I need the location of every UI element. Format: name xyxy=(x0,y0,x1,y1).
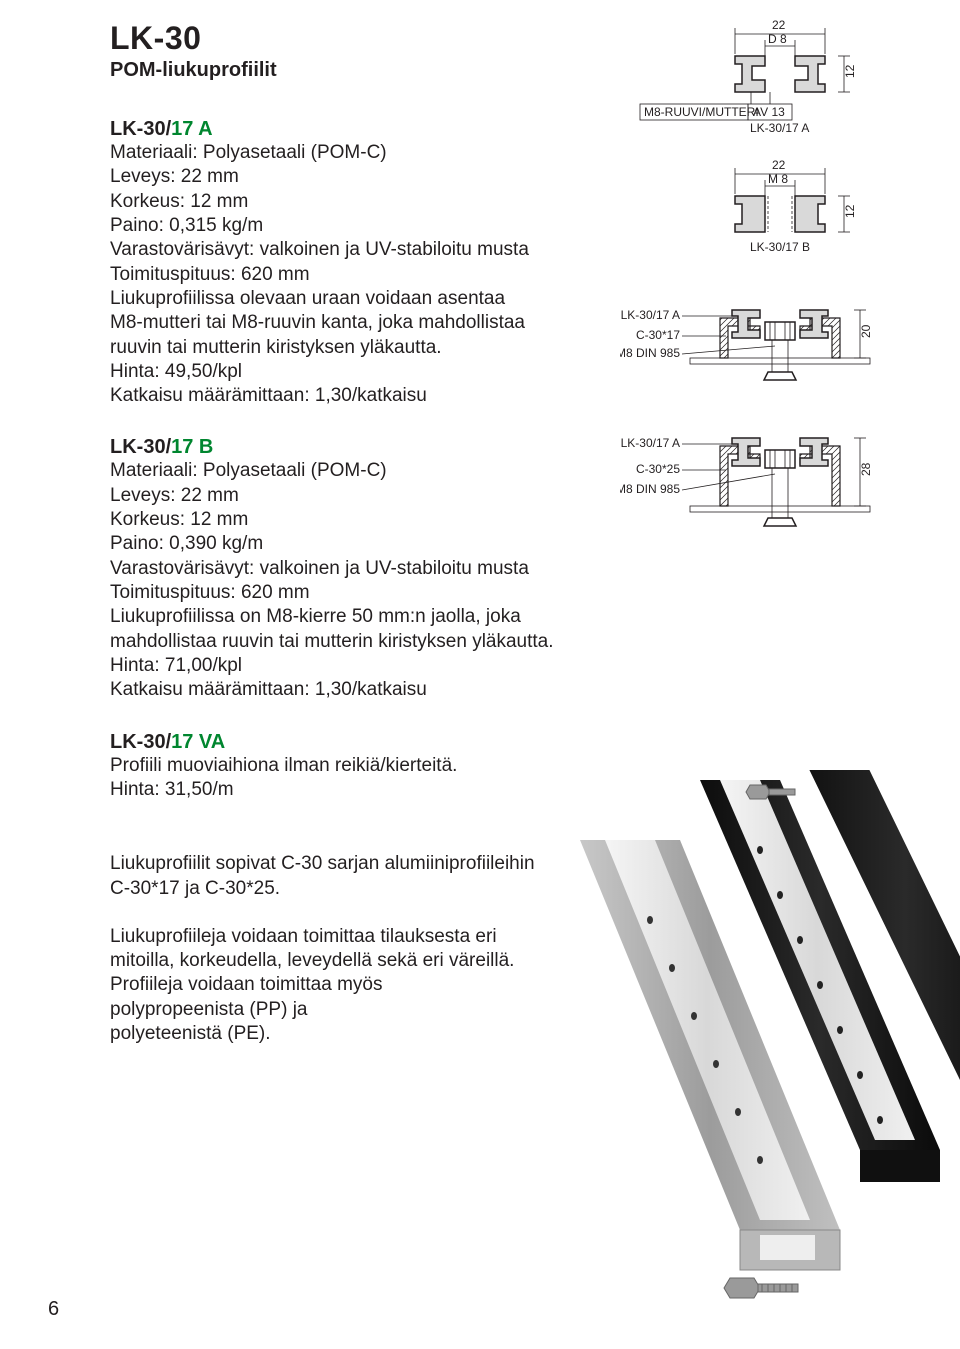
diagram-assembly-25: 28 LK-30/17 A C-30*25 M8 DIN 985 xyxy=(620,420,900,545)
section-lk30-17va: LK-30/17 VA Profiili muoviaihiona ilman … xyxy=(110,731,920,803)
label-l2: C-30*17 xyxy=(636,328,680,342)
spec-line: Hinta: 71,00/kpl xyxy=(110,654,920,678)
dim-m8: M 8 xyxy=(768,172,788,186)
section-title: LK-30/17 VA xyxy=(110,731,920,754)
compat-line: C-30*17 ja C-30*25. xyxy=(110,877,920,901)
page-number: 6 xyxy=(48,1298,59,1321)
dim-12: 12 xyxy=(843,204,857,218)
label-l1: LK-30/17 A xyxy=(621,308,680,322)
title-prefix: LK-30/ xyxy=(110,436,171,458)
delivery-note: Liukuprofiileja voidaan toimittaa tilauk… xyxy=(110,925,650,1047)
diagram-profile-a: 22 D 8 12 M8-RUUVI/MUTTERI AV 13 LK-30/1… xyxy=(620,14,900,134)
title-accent: 17 A xyxy=(171,118,213,140)
note-line: polypropeenista (PP) ja xyxy=(110,998,650,1022)
dim-22: 22 xyxy=(772,18,786,32)
label-av13: AV 13 xyxy=(753,105,785,119)
compat-line: Liukuprofiilit sopivat C-30 sarjan alumi… xyxy=(110,852,920,876)
label-name-b: LK-30/17 B xyxy=(750,240,810,254)
compatibility-note: Liukuprofiilit sopivat C-30 sarjan alumi… xyxy=(110,852,920,901)
spec-line: mahdollistaa ruuvin tai mutterin kiristy… xyxy=(110,630,920,654)
dim-28: 28 xyxy=(859,462,873,476)
title-prefix: LK-30/ xyxy=(110,118,171,140)
note-line: Profiileja voidaan toimittaa myös xyxy=(110,973,650,997)
note-line: polyeteenistä (PE). xyxy=(110,1022,650,1046)
note-line: Liukuprofiileja voidaan toimittaa tilauk… xyxy=(110,925,650,949)
spec-line: Profiili muoviaihiona ilman reikiä/kiert… xyxy=(110,754,920,778)
label-name-a: LK-30/17 A xyxy=(750,121,809,134)
title-accent: 17 VA xyxy=(171,731,225,753)
dim-20: 20 xyxy=(859,324,873,338)
spec-line: Liukuprofiilissa on M8-kierre 50 mm:n ja… xyxy=(110,605,920,629)
spec-line: Hinta: 31,50/m xyxy=(110,778,920,802)
dim-12: 12 xyxy=(843,64,857,78)
label-l1: LK-30/17 A xyxy=(621,436,680,450)
dim-22: 22 xyxy=(772,158,786,172)
dim-d8: D 8 xyxy=(768,32,787,46)
technical-diagrams: 22 D 8 12 M8-RUUVI/MUTTERI AV 13 LK-30/1… xyxy=(620,14,900,567)
title-prefix: LK-30/ xyxy=(110,731,171,753)
note-line: mitoilla, korkeudella, leveydellä sekä e… xyxy=(110,949,650,973)
label-l2: C-30*25 xyxy=(636,462,680,476)
title-accent: 17 B xyxy=(171,436,213,458)
section-body: Profiili muoviaihiona ilman reikiä/kiert… xyxy=(110,754,920,803)
diagram-assembly-17: 20 LK-30/17 A C-30*17 M8 DIN 985 xyxy=(620,288,900,398)
diagram-profile-b: 22 M 8 12 LK-30/17 B xyxy=(620,156,900,266)
spec-line: Toimituspituus: 620 mm xyxy=(110,581,920,605)
label-l3: M8 DIN 985 xyxy=(620,346,680,360)
spec-line: Katkaisu määrämittaan: 1,30/katkaisu xyxy=(110,678,920,702)
label-m8: M8-RUUVI/MUTTERI xyxy=(644,105,759,119)
label-l3: M8 DIN 985 xyxy=(620,482,680,496)
